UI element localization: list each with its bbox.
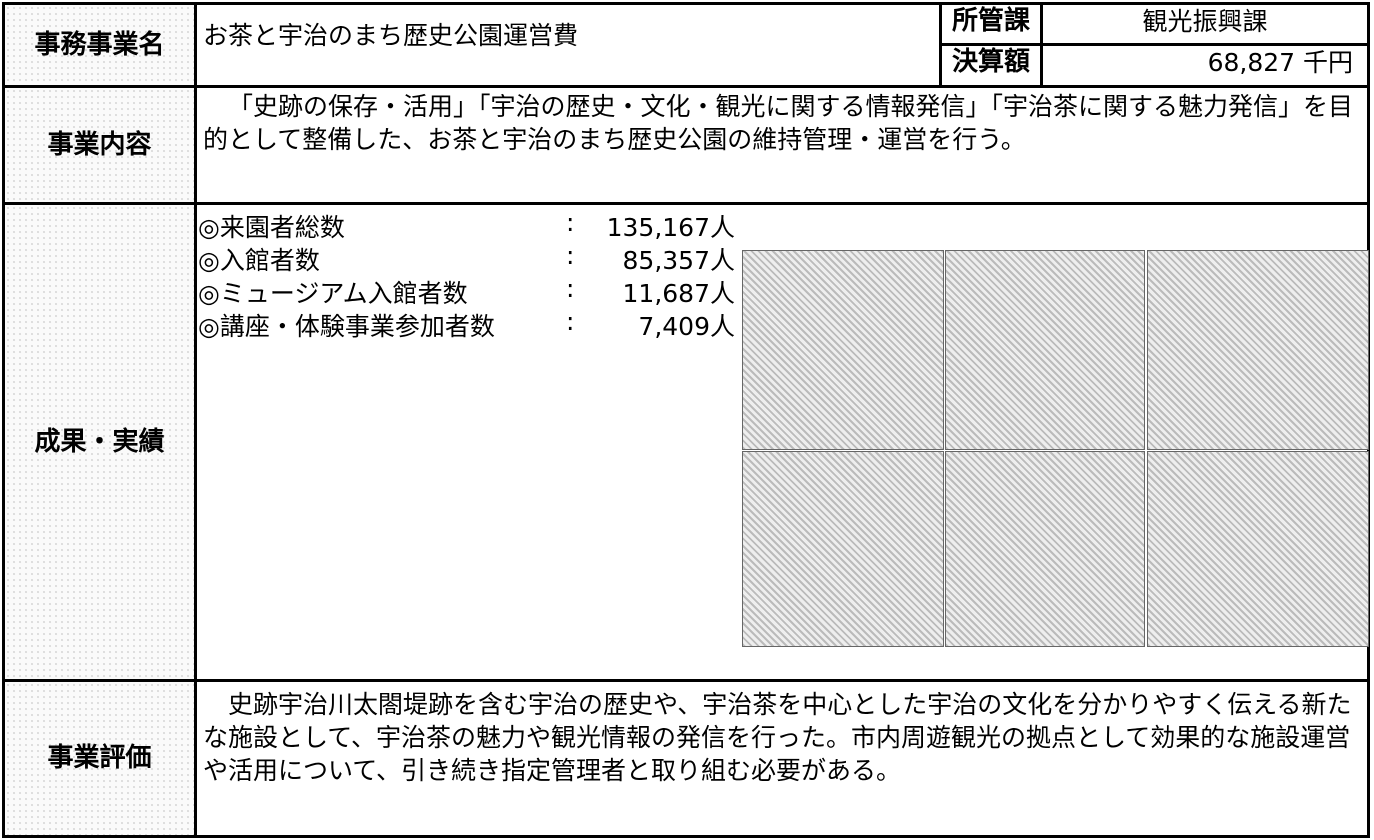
stat-label: ◎ミュージアム入館者数 [198,279,468,308]
stat-label: ◎来園者総数 [198,213,345,242]
stat-value: 7,409人 [638,312,735,341]
content-label: 事業内容 [2,85,197,205]
stat-separator: : [566,274,575,303]
stat-value: 135,167人 [606,213,735,242]
evaluation-text: 史跡宇治川太閤堤跡を含む宇治の歴史や、宇治茶を中心とした宇治の文化を分かりやすく… [194,679,1370,838]
stat-value: 11,687人 [622,279,735,308]
photo [742,451,944,647]
dept-label: 所管課 [939,2,1043,46]
name-label: 事務事業名 [2,2,197,88]
stat-label: ◎講座・体験事業参加者数 [198,312,495,341]
results-label: 成果・実績 [2,202,197,682]
stat-label: ◎入館者数 [198,246,320,275]
photo [1147,451,1369,647]
stat-separator: : [566,208,575,237]
photo [742,250,944,450]
evaluation-label: 事業評価 [2,679,197,838]
dept: 観光振興課 [1040,2,1370,46]
stat-separator: : [566,307,575,336]
photo [1147,250,1369,450]
content-text: 「史跡の保存・活用」「宇治の歴史・文化・観光に関する情報発信」「宇治茶に関する魅… [194,85,1370,205]
amount-label: 決算額 [939,43,1043,88]
stat-value: 85,357人 [622,246,735,275]
stat-separator: : [566,241,575,270]
name: お茶と宇治のまち歴史公園運営費 [194,2,942,88]
photo [945,451,1145,647]
amount: 68,827 千円 [1040,43,1370,88]
photo [945,250,1145,450]
